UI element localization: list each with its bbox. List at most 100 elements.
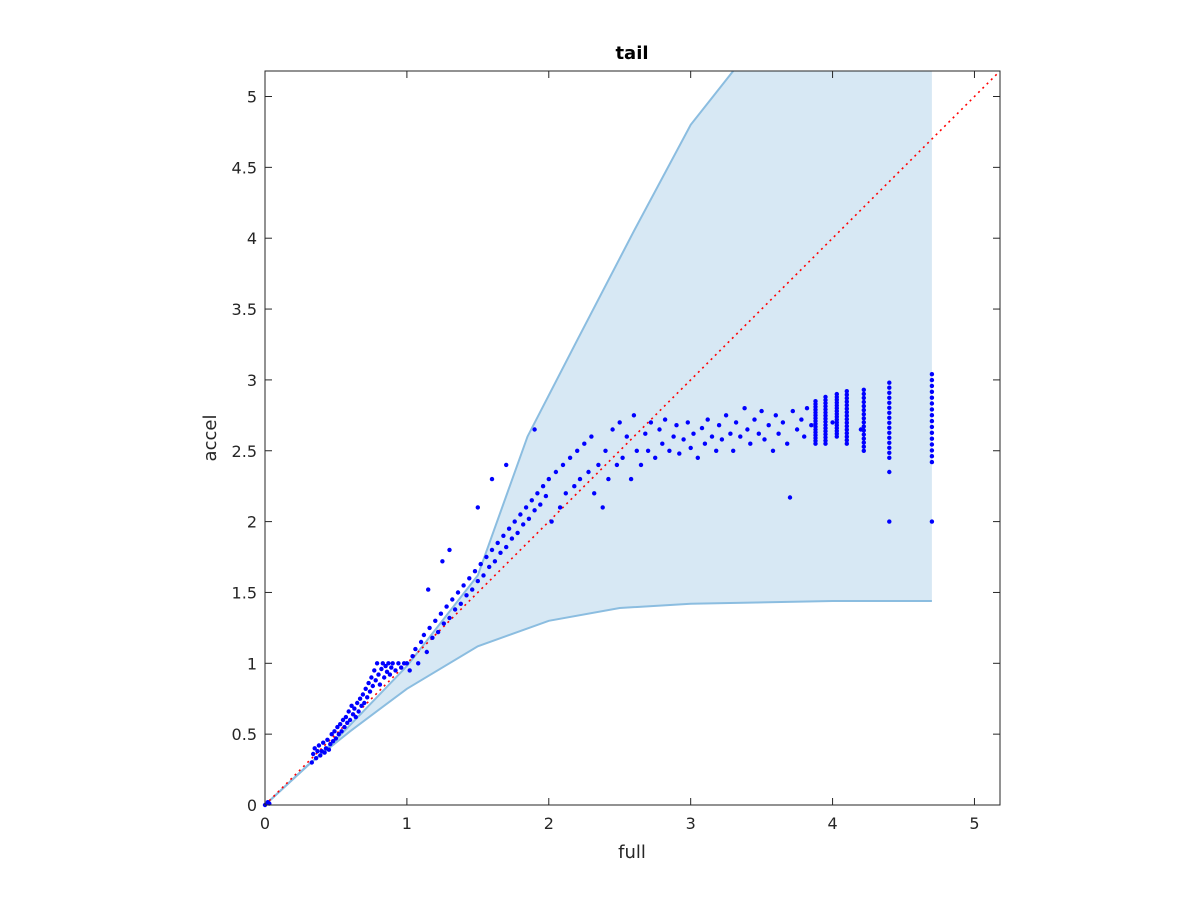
y-tick-label: 1.5 (232, 583, 257, 602)
data-point (716, 423, 722, 428)
data-point (634, 448, 639, 453)
data-point (521, 522, 526, 527)
data-point (929, 401, 935, 406)
data-point (540, 484, 546, 489)
data-point (733, 420, 739, 425)
data-point (681, 437, 686, 442)
data-point (512, 519, 517, 524)
data-point (529, 498, 534, 503)
x-tick-label: 1 (402, 814, 412, 833)
data-point (399, 665, 404, 670)
data-point (549, 519, 554, 524)
data-point (844, 441, 849, 446)
data-point (685, 420, 690, 425)
data-point (472, 569, 478, 574)
data-point (887, 395, 892, 400)
data-point (823, 413, 828, 418)
data-point (861, 403, 866, 409)
data-point (929, 448, 935, 453)
data-point (823, 432, 828, 437)
data-point (333, 736, 339, 741)
data-point (861, 399, 866, 405)
data-point (377, 682, 383, 687)
data-point (799, 417, 804, 422)
data-point (600, 505, 605, 510)
data-point (498, 550, 503, 555)
data-point (560, 462, 566, 468)
data-point (504, 462, 509, 468)
data-point (844, 413, 849, 418)
data-point (929, 424, 935, 430)
data-point (844, 389, 849, 394)
data-point (813, 399, 818, 404)
data-point (844, 403, 849, 408)
data-point (592, 491, 597, 496)
data-point (861, 391, 866, 397)
reference-line-group (264, 70, 1001, 806)
data-point (861, 440, 866, 445)
data-point (752, 417, 757, 422)
data-point (458, 601, 463, 606)
data-point (887, 450, 892, 455)
data-point (929, 407, 935, 412)
data-point (546, 476, 551, 482)
data-point (328, 741, 333, 747)
data-point (887, 390, 892, 395)
data-point (386, 661, 391, 666)
data-point (624, 434, 629, 439)
data-point (748, 441, 753, 446)
data-point (343, 714, 349, 720)
data-point (705, 417, 710, 422)
data-point (929, 389, 935, 394)
data-point (844, 399, 849, 404)
y-tick-label: 3.5 (232, 300, 257, 319)
data-point (844, 427, 849, 432)
data-point (861, 444, 866, 449)
data-point (606, 476, 611, 482)
data-point (418, 639, 424, 645)
data-point (823, 397, 828, 403)
data-point (929, 395, 935, 400)
data-point (844, 438, 849, 443)
data-point (365, 695, 370, 700)
data-point (738, 434, 743, 439)
data-point (322, 750, 327, 755)
data-point (759, 408, 764, 414)
data-point (603, 448, 608, 453)
y-tick-label: 2.5 (232, 442, 257, 461)
data-point (461, 583, 466, 588)
y-tick-label: 4 (247, 229, 257, 248)
data-point (823, 438, 828, 443)
data-point (404, 661, 410, 666)
data-point (489, 476, 495, 482)
data-point (809, 423, 814, 428)
data-point (487, 564, 492, 570)
band-upper-edge (264, 70, 734, 806)
x-tick-label: 2 (544, 814, 554, 833)
data-point (347, 717, 353, 723)
data-point (742, 406, 747, 411)
data-point (532, 508, 537, 513)
data-point (887, 425, 892, 430)
data-point (844, 417, 849, 422)
data-point (823, 416, 828, 421)
data-point (441, 621, 446, 626)
data-point (342, 724, 347, 730)
data-point (929, 436, 935, 441)
data-point (653, 455, 658, 460)
data-point (823, 394, 828, 400)
data-point (728, 431, 733, 436)
data-point (887, 440, 892, 445)
data-point (309, 760, 314, 765)
data-point (374, 661, 380, 666)
reference-line (264, 70, 1001, 806)
data-point (887, 420, 892, 425)
data-point (312, 746, 317, 751)
data-point (823, 435, 828, 440)
data-point (844, 434, 849, 439)
data-point (311, 751, 316, 757)
data-point (887, 469, 892, 475)
data-point (452, 607, 458, 612)
y-tick-label: 1 (247, 654, 257, 673)
data-point (376, 672, 381, 677)
